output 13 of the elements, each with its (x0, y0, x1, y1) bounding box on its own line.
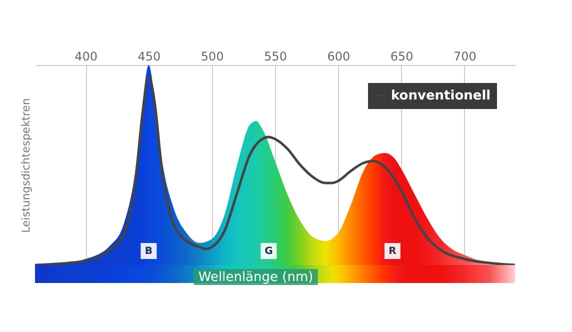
annotation: R (388, 246, 397, 257)
x-axis-title: Wellenlänge (nm) (198, 270, 314, 285)
y-axis-title: Leistungsdichtespektren (20, 98, 32, 233)
annotation: B (144, 246, 152, 257)
x-tick-label: 600 (327, 50, 350, 64)
x-tick-label: 700 (454, 50, 476, 64)
legend-label: konventionell (391, 88, 491, 104)
x-tick-label: 500 (200, 50, 224, 64)
x-tick-label: 550 (264, 50, 287, 64)
annotation: G (264, 246, 273, 257)
x-tick-label: 400 (74, 50, 98, 64)
x-tick-label: 650 (390, 50, 414, 64)
x-tick-label: 450 (138, 50, 161, 64)
